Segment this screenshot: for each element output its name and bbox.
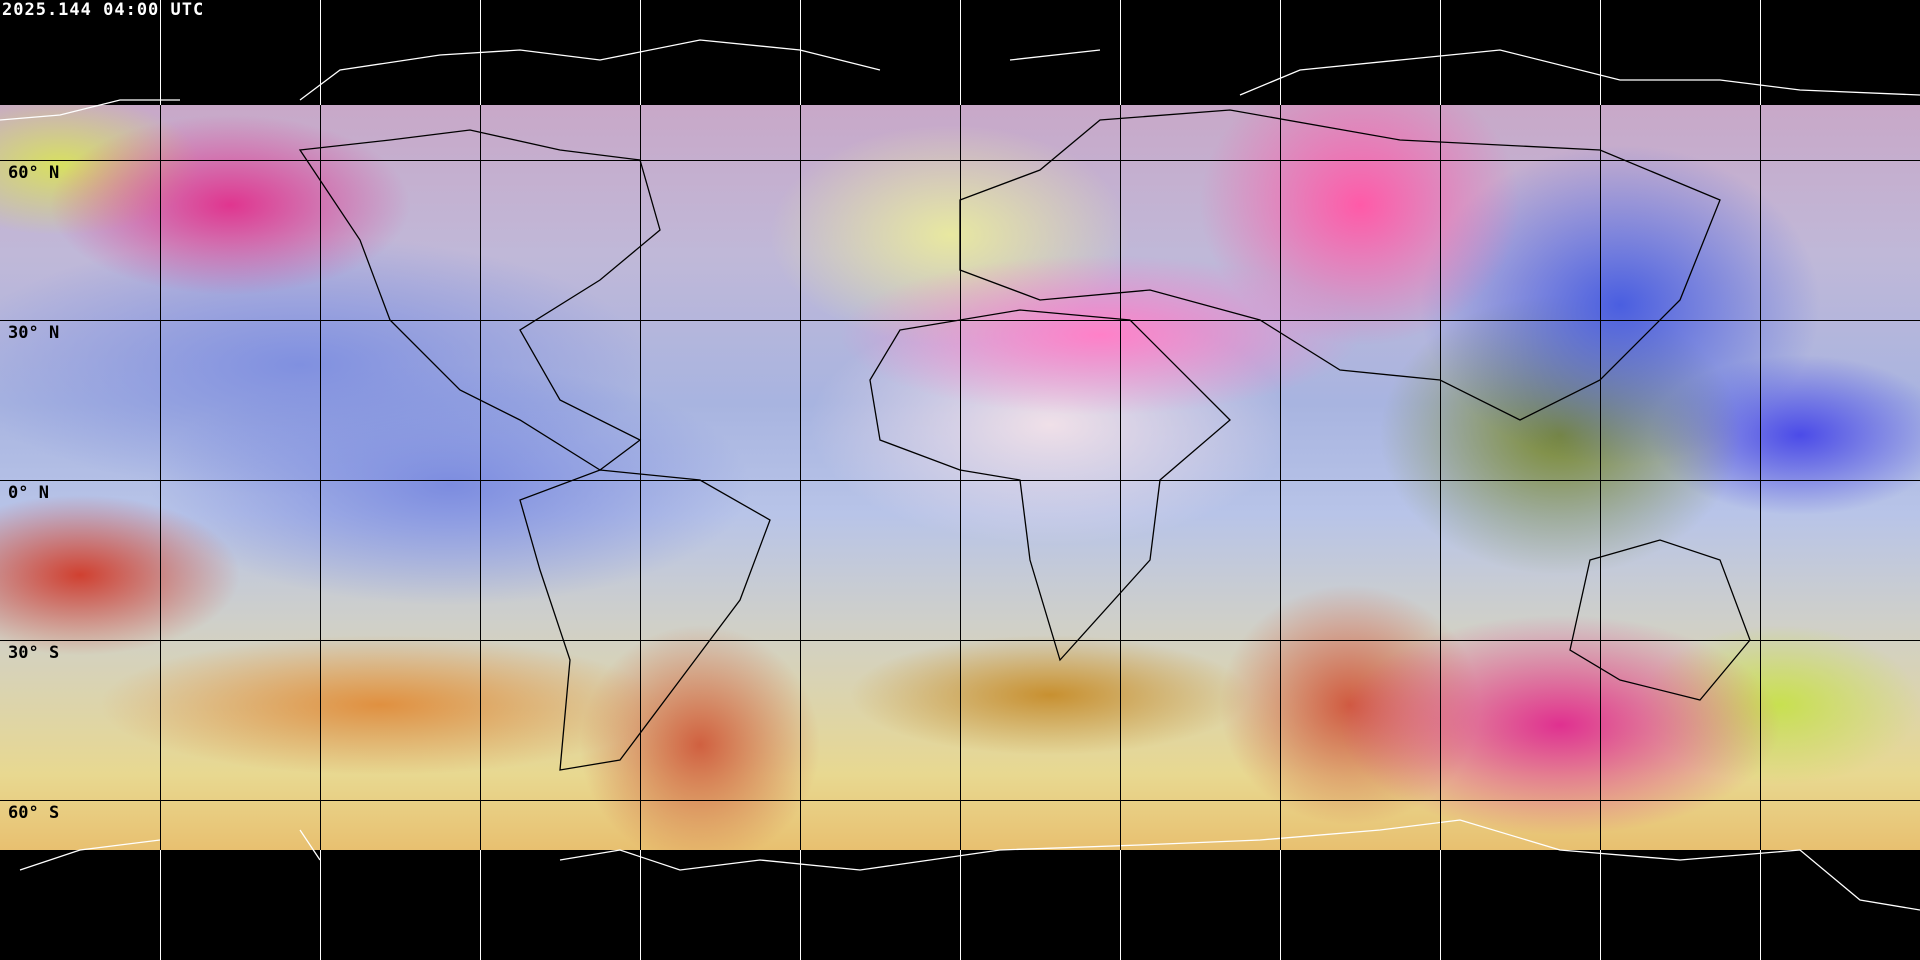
coastline-south-america <box>519 469 771 771</box>
parallel-line <box>0 160 1920 161</box>
coastline-eurasia <box>959 109 1721 421</box>
coastline-australia <box>1569 539 1751 701</box>
meridian-line <box>160 105 161 850</box>
lat-label-30s: 30° S <box>8 643 60 663</box>
parallel-line <box>0 800 1920 801</box>
lat-label-30n: 30° N <box>8 323 60 343</box>
meridian-line <box>1600 105 1601 850</box>
lat-label-0n: 0° N <box>8 483 49 503</box>
coastline-arctic <box>0 39 1920 121</box>
parallel-line <box>0 640 1920 641</box>
lat-label-60n: 60° N <box>8 163 60 183</box>
parallel-line <box>0 320 1920 321</box>
meridian-line <box>1760 105 1761 850</box>
lat-label-60s: 60° S <box>8 803 60 823</box>
meridian-line <box>800 105 801 850</box>
timestamp-title: 2025.144 04:00 UTC <box>2 0 205 20</box>
meridian-line <box>640 105 641 850</box>
meridian-line <box>1440 105 1441 850</box>
coastline-north-america <box>298 129 661 471</box>
coastline-africa <box>869 309 1231 662</box>
coastline-antarctica <box>19 819 1920 911</box>
meridian-line <box>480 105 481 850</box>
meridian-line <box>320 105 321 850</box>
parallel-line <box>0 480 1920 481</box>
meridian-line <box>1120 105 1121 850</box>
meridian-line <box>960 105 961 850</box>
meridian-line <box>1280 105 1281 850</box>
